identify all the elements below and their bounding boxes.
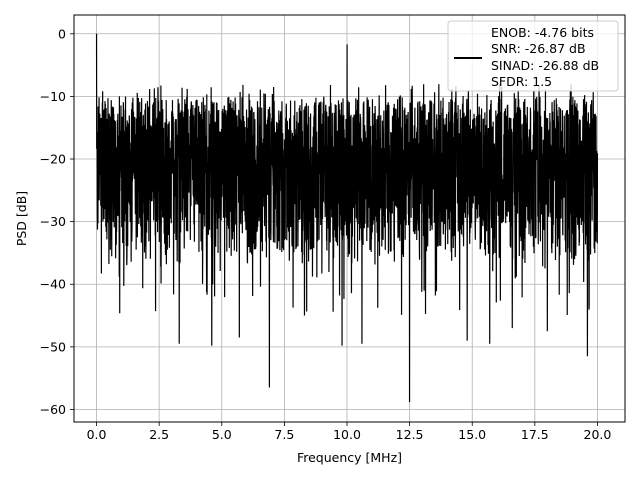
x-tick-label: 7.5 xyxy=(274,427,294,442)
x-tick-label: 10.0 xyxy=(333,427,361,442)
x-tick-label: 0.0 xyxy=(87,427,107,442)
x-tick-label: 15.0 xyxy=(458,427,486,442)
x-tick-label: 2.5 xyxy=(149,427,169,442)
y-tick-label: −30 xyxy=(40,214,66,229)
x-axis-label: Frequency [MHz] xyxy=(297,450,402,465)
y-tick-label: 0 xyxy=(58,26,66,41)
series-psd xyxy=(95,33,599,402)
y-tick-label: −20 xyxy=(40,152,66,167)
x-tick-label: 20.0 xyxy=(584,427,612,442)
y-tick-label: −60 xyxy=(40,402,66,417)
legend-entry-enob: ENOB: -4.76 bits xyxy=(491,25,594,40)
legend: ENOB: -4.76 bits SNR: -26.87 dB SINAD: -… xyxy=(447,20,619,92)
x-tick-label: 12.5 xyxy=(396,427,424,442)
y-tick-label: −50 xyxy=(40,339,66,354)
legend-box xyxy=(447,20,619,92)
y-tick-label: −40 xyxy=(40,277,66,292)
legend-entry-sfdr: SFDR: 1.5 xyxy=(491,74,552,89)
legend-entry-sinad: SINAD: -26.88 dB xyxy=(491,58,599,73)
x-axis-ticks: 0.0 2.5 5.0 7.5 10.0 12.5 15.0 17.5 20.0 xyxy=(87,422,612,442)
legend-entry-snr: SNR: -26.87 dB xyxy=(491,41,586,56)
y-axis-ticks: 0 −10 −20 −30 −40 −50 −60 xyxy=(40,26,74,417)
y-axis-label: PSD [dB] xyxy=(14,191,29,246)
x-tick-label: 5.0 xyxy=(212,427,232,442)
psd-series-line xyxy=(95,33,599,402)
y-tick-label: −10 xyxy=(40,89,66,104)
x-tick-label: 17.5 xyxy=(521,427,549,442)
plot-area-frame xyxy=(73,14,626,423)
